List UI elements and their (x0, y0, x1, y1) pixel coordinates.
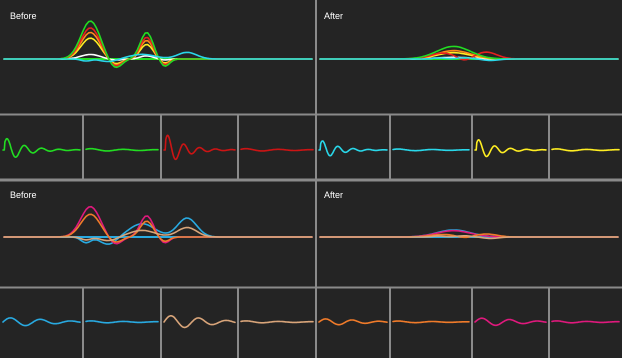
mini-curve (318, 140, 388, 157)
mini-curve (163, 315, 236, 329)
mini-curve (2, 137, 81, 158)
before-curve (3, 205, 313, 245)
waveform-curves (2, 20, 620, 329)
before-curve (3, 226, 313, 242)
mini-curve (474, 139, 547, 158)
mini-curve (240, 147, 314, 152)
mini-curve (85, 320, 159, 324)
mini-curve (551, 320, 620, 324)
after-curve (319, 235, 619, 240)
before-curve (3, 51, 313, 63)
mini-curve (392, 148, 470, 152)
mini-curve (85, 147, 159, 152)
mini-curve (318, 318, 388, 326)
mini-curve (2, 317, 81, 327)
baselines (4, 58, 618, 238)
after-curve (319, 57, 619, 62)
mini-curve (163, 134, 236, 161)
mini-curve (551, 148, 620, 152)
mini-curve (392, 320, 470, 324)
before-curve (3, 27, 313, 67)
before-curve (3, 217, 313, 245)
mini-curve (240, 320, 314, 324)
before-curve (3, 20, 313, 69)
mini-curve (474, 317, 547, 327)
